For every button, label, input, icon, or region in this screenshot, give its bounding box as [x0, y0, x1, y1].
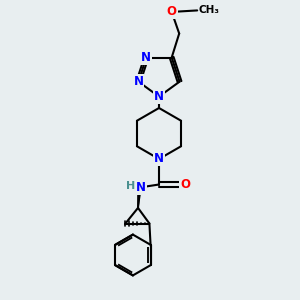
Text: N: N: [154, 152, 164, 166]
Text: O: O: [167, 5, 177, 18]
Text: N: N: [141, 51, 151, 64]
Text: N: N: [136, 181, 146, 194]
Text: H: H: [127, 181, 136, 191]
Text: N: N: [154, 90, 164, 103]
Polygon shape: [138, 188, 141, 208]
Text: O: O: [180, 178, 190, 191]
Text: CH₃: CH₃: [199, 5, 220, 15]
Text: N: N: [134, 75, 143, 88]
